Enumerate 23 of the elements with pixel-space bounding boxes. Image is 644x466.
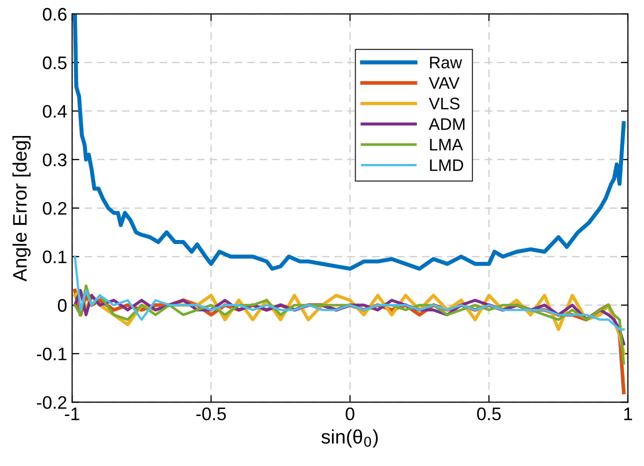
legend-label: LMD: [430, 159, 464, 171]
legend-label: ADM: [428, 118, 464, 130]
x-axis-title: sin(θ$_{0}$): [321, 429, 378, 448]
y-tick-label: 0.5: [42, 56, 67, 70]
legend-label: VAV: [428, 77, 460, 89]
line-series: [74, 255, 625, 330]
x-tick-label: 1: [624, 408, 632, 420]
y-tick-label: 0.1: [42, 250, 66, 264]
y-tick-label: 0.4: [42, 104, 67, 118]
y-tick-label: 0.2: [42, 202, 66, 215]
y-tick-label: -0.1: [36, 348, 66, 360]
x-tick-label: 0.5: [477, 407, 501, 420]
y-tick-label: 0.3: [42, 153, 66, 166]
y-tick-label: 0: [58, 299, 67, 312]
y-tick-label: -0.2: [36, 396, 66, 409]
legend-label: VLS: [428, 98, 460, 110]
legend-label: Raw: [430, 56, 462, 68]
x-tick-label: -0.5: [196, 407, 226, 420]
y-axis-title: Angle Error [deg]: [12, 136, 31, 282]
x-tick-label: 0: [346, 407, 354, 420]
y-tick-label: 0.6: [42, 8, 66, 21]
x-tick-label: -1: [64, 408, 80, 420]
legend-label: LMA: [430, 138, 463, 150]
